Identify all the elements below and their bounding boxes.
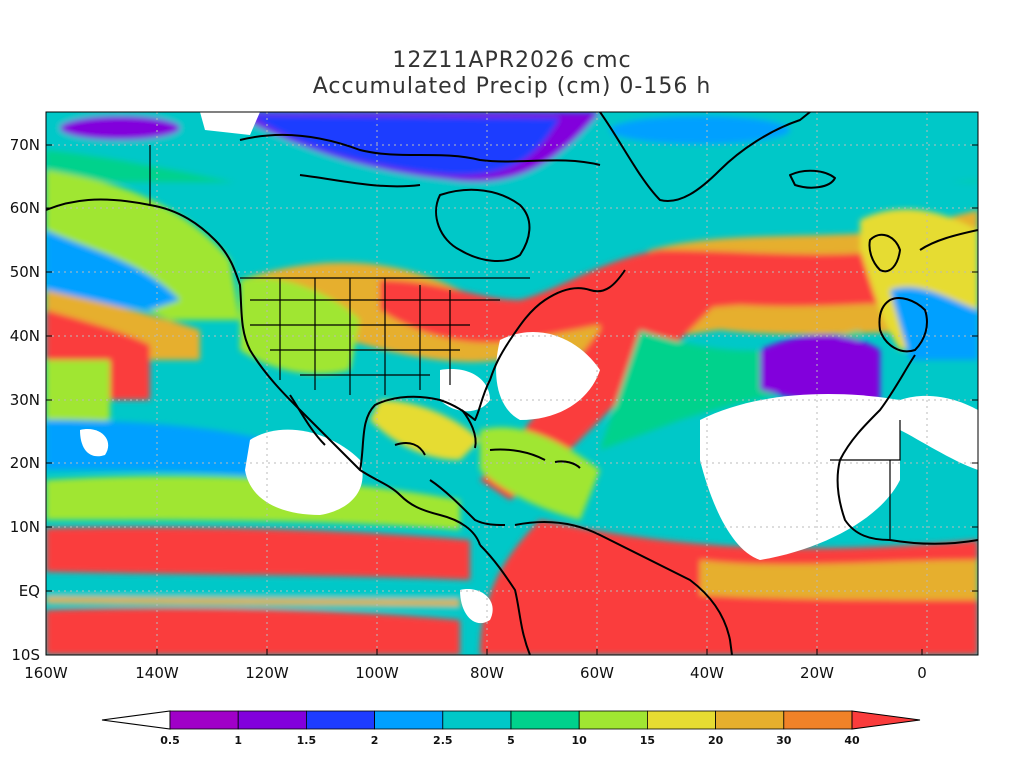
lon-tick-label: 100W	[355, 664, 399, 682]
colorbar-label: 30	[776, 734, 792, 747]
colorbar-segment	[783, 710, 853, 730]
lon-tick-label: 140W	[135, 664, 179, 682]
colorbar-segment	[169, 710, 239, 730]
lat-tick-label: EQ	[19, 582, 40, 600]
colorbar-segment	[647, 710, 717, 730]
lon-tick-label: 0	[917, 664, 927, 682]
lon-tick-label: 60W	[580, 664, 614, 682]
colorbar-segment	[305, 710, 375, 730]
political-boundaries	[149, 145, 901, 540]
map-frame	[45, 111, 979, 656]
longitude-axis: 160W 140W 120W 100W 80W 60W 40W 20W 0	[24, 649, 927, 682]
colorbar-label: 1.5	[297, 734, 317, 747]
lon-tick-label: 20W	[800, 664, 834, 682]
colorbar-label: 2.5	[433, 734, 453, 747]
lat-tick-label: 40N	[10, 327, 40, 345]
precip-field	[46, 112, 978, 655]
lat-tick-label: 20N	[10, 454, 40, 472]
coastlines	[46, 112, 978, 655]
colorbar-segment	[715, 710, 785, 730]
colorbar-label: 20	[708, 734, 724, 747]
lon-tick-label: 120W	[245, 664, 289, 682]
lat-tick-label: 30N	[10, 391, 40, 409]
colorbar-segment	[442, 710, 512, 730]
colorbar-label: 1	[234, 734, 242, 747]
colorbar-segment	[510, 710, 580, 730]
lat-tick-label: 70N	[10, 136, 40, 154]
lat-tick-label: 10S	[11, 646, 40, 664]
lon-tick-label: 80W	[470, 664, 504, 682]
colorbar-label: 0.5	[160, 734, 180, 747]
colorbar-label: 5	[507, 734, 515, 747]
colorbar: 0.5 1 1.5 2 2.5 5 10 15 20 30 40	[101, 710, 921, 747]
graticule	[46, 112, 978, 655]
lat-tick-label: 60N	[10, 199, 40, 217]
dry-regions	[80, 112, 978, 624]
map-subtitle: Accumulated Precip (cm) 0-156 h	[312, 74, 712, 99]
lat-tick-label: 50N	[10, 263, 40, 281]
colorbar-label: 10	[572, 734, 588, 747]
colorbar-label: 40	[844, 734, 860, 747]
colorbar-label: 2	[371, 734, 379, 747]
lon-tick-label: 40W	[690, 664, 724, 682]
colorbar-segment	[374, 710, 444, 730]
colorbar-min-arrow	[101, 710, 171, 730]
colorbar-segment	[237, 710, 307, 730]
colorbar-max-arrow	[851, 710, 921, 730]
lat-tick-label: 10N	[10, 518, 40, 536]
latitude-axis: 70N 60N 50N 40N 30N 20N 10N EQ 10S	[10, 136, 978, 664]
lon-tick-label: 160W	[24, 664, 68, 682]
colorbar-label: 15	[640, 734, 655, 747]
map-title: 12Z11APR2026 cmc	[392, 48, 632, 73]
colorbar-segment	[578, 710, 648, 730]
